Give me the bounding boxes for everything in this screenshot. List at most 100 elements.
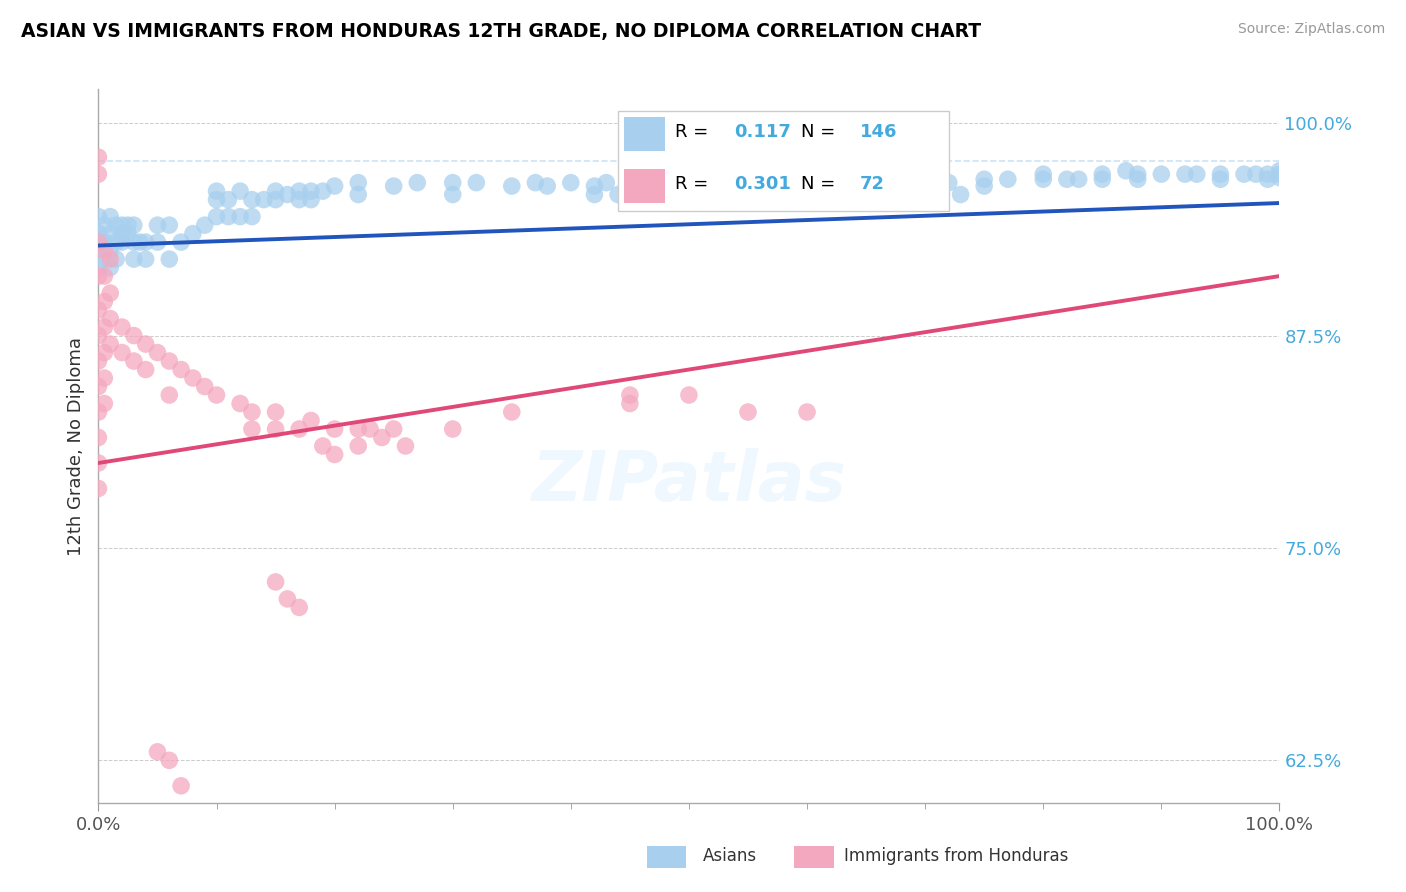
Point bbox=[1032, 167, 1054, 181]
Point bbox=[583, 179, 606, 194]
Point bbox=[157, 388, 180, 402]
Bar bbox=[624, 169, 665, 203]
Point bbox=[1257, 167, 1279, 181]
Point bbox=[93, 235, 115, 249]
Point bbox=[288, 422, 311, 436]
Point bbox=[299, 193, 322, 207]
Point bbox=[93, 235, 115, 249]
Point bbox=[406, 176, 429, 190]
Point bbox=[157, 354, 180, 368]
Point bbox=[122, 354, 145, 368]
Point bbox=[98, 227, 121, 241]
Point bbox=[93, 252, 115, 266]
Point bbox=[441, 422, 464, 436]
Point bbox=[93, 218, 115, 232]
Point bbox=[111, 345, 134, 359]
Point bbox=[323, 179, 346, 194]
Point bbox=[264, 193, 287, 207]
Point bbox=[135, 235, 157, 249]
Text: ZIPatlas: ZIPatlas bbox=[531, 448, 846, 516]
Point bbox=[194, 218, 217, 232]
Point bbox=[737, 405, 759, 419]
Point bbox=[117, 218, 139, 232]
Point bbox=[122, 252, 145, 266]
Point bbox=[796, 187, 818, 202]
Point bbox=[560, 176, 582, 190]
Point bbox=[1244, 167, 1267, 181]
Point bbox=[146, 218, 169, 232]
Point bbox=[111, 235, 134, 249]
Point bbox=[643, 196, 665, 211]
Point bbox=[87, 430, 110, 444]
Point bbox=[93, 244, 115, 258]
Point bbox=[87, 227, 110, 241]
Point bbox=[1126, 167, 1149, 181]
Point bbox=[253, 193, 276, 207]
Point bbox=[1268, 163, 1291, 178]
Point bbox=[240, 193, 263, 207]
Point bbox=[1233, 167, 1256, 181]
Point bbox=[181, 371, 204, 385]
Point bbox=[135, 362, 157, 376]
Point bbox=[122, 218, 145, 232]
Point bbox=[1091, 172, 1114, 186]
Point bbox=[146, 345, 169, 359]
Point bbox=[87, 210, 110, 224]
Point bbox=[146, 235, 169, 249]
Point bbox=[1067, 172, 1090, 186]
Point bbox=[111, 320, 134, 334]
Point bbox=[170, 362, 193, 376]
Point bbox=[111, 218, 134, 232]
Point bbox=[702, 176, 724, 190]
Point bbox=[98, 260, 121, 275]
Point bbox=[146, 745, 169, 759]
Point bbox=[607, 187, 630, 202]
Text: R =: R = bbox=[675, 123, 714, 141]
Point bbox=[170, 779, 193, 793]
Point bbox=[914, 176, 936, 190]
Point bbox=[949, 187, 972, 202]
Point bbox=[371, 430, 394, 444]
Point bbox=[105, 218, 128, 232]
Point bbox=[465, 176, 488, 190]
Point bbox=[1268, 167, 1291, 181]
Point bbox=[111, 227, 134, 241]
Point bbox=[1115, 163, 1137, 178]
Point bbox=[678, 388, 700, 402]
Point bbox=[240, 422, 263, 436]
Text: 146: 146 bbox=[860, 123, 897, 141]
Point bbox=[264, 184, 287, 198]
Point bbox=[619, 179, 641, 194]
Point bbox=[1174, 167, 1197, 181]
Point bbox=[98, 244, 121, 258]
Point bbox=[157, 753, 180, 767]
Point bbox=[93, 269, 115, 284]
Point bbox=[264, 422, 287, 436]
Point bbox=[87, 269, 110, 284]
Point bbox=[1091, 167, 1114, 181]
Bar bbox=[624, 117, 665, 152]
Point bbox=[347, 422, 370, 436]
Point bbox=[264, 405, 287, 419]
Point bbox=[973, 172, 995, 186]
Point bbox=[1150, 167, 1173, 181]
Point bbox=[135, 337, 157, 351]
Point bbox=[879, 187, 901, 202]
Point bbox=[98, 210, 121, 224]
Text: 72: 72 bbox=[860, 175, 886, 193]
Point bbox=[87, 354, 110, 368]
Point bbox=[359, 422, 381, 436]
Point bbox=[737, 187, 759, 202]
Point bbox=[1032, 172, 1054, 186]
Text: 0.301: 0.301 bbox=[734, 175, 790, 193]
Point bbox=[312, 439, 335, 453]
Point bbox=[441, 176, 464, 190]
Point bbox=[205, 210, 228, 224]
Point bbox=[240, 210, 263, 224]
Point bbox=[229, 396, 252, 410]
Point bbox=[276, 187, 298, 202]
Point bbox=[394, 439, 416, 453]
Point bbox=[205, 193, 228, 207]
Point bbox=[583, 187, 606, 202]
Point bbox=[288, 600, 311, 615]
